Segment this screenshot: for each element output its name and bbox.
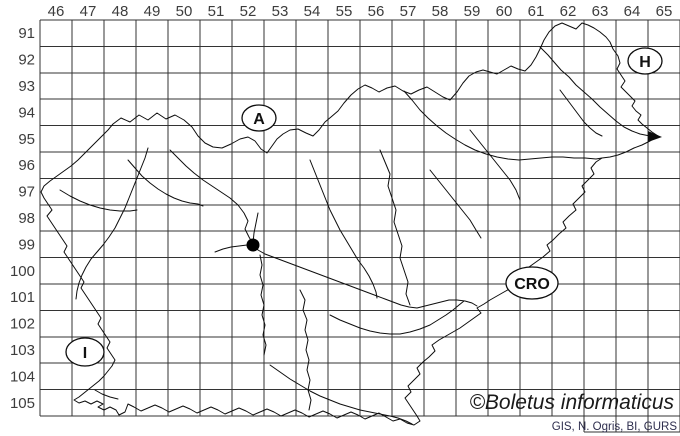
grid-row-label: 97 xyxy=(18,184,35,201)
grid-column-label: 60 xyxy=(496,3,513,20)
rivers xyxy=(59,46,651,425)
river-kolpa xyxy=(269,364,413,425)
grid-column-label: 62 xyxy=(560,3,577,20)
grid-row-label: 101 xyxy=(10,289,35,306)
grid-column-label: 53 xyxy=(272,3,289,20)
grid-column-label: 56 xyxy=(368,3,385,20)
grid-column-label: 57 xyxy=(400,3,417,20)
river-krka xyxy=(329,300,465,335)
grid-row-label: 95 xyxy=(18,131,35,148)
grid-column-label: 48 xyxy=(112,3,129,20)
river-tributary xyxy=(429,169,482,239)
river-tributary xyxy=(59,189,138,212)
grid-row-label: 98 xyxy=(18,210,35,227)
river-mura xyxy=(539,46,651,137)
river-tributary xyxy=(559,89,603,137)
river-drava xyxy=(403,90,603,161)
grid-row-label: 91 xyxy=(18,25,35,42)
grid-row-label: 92 xyxy=(18,52,35,69)
region-label-austria: A xyxy=(253,111,265,128)
grid-column-label: 63 xyxy=(592,3,609,20)
river-tributary xyxy=(127,159,204,207)
grid-row-label: 99 xyxy=(18,236,35,253)
river-savinja xyxy=(309,159,378,299)
region-ellipse-austria xyxy=(241,104,277,132)
attribution-text: GIS, N. Ogris, BI, GURS xyxy=(552,421,678,433)
grid-column-label: 46 xyxy=(48,3,65,20)
region-label-hungary: H xyxy=(639,54,651,71)
country-border xyxy=(40,22,659,426)
river-tributary xyxy=(214,244,248,253)
grid-row-label: 94 xyxy=(18,104,35,121)
region-ellipse-croatia xyxy=(505,266,559,300)
river-sava xyxy=(169,149,478,309)
grid-column-label: 52 xyxy=(240,3,257,20)
grid-row-labels: 91 92 93 94 95 96 97 98 99 100 101 102 103 104 105 xyxy=(10,25,35,412)
grid-row-label: 96 xyxy=(18,157,35,174)
river-tributary xyxy=(252,212,259,244)
grid-column-label: 49 xyxy=(144,3,161,20)
region-ellipse-italy xyxy=(65,337,105,367)
grid-column-label: 55 xyxy=(336,3,353,20)
slovenia-outline xyxy=(40,22,662,426)
neighbour-country-labels: A H CRO I xyxy=(65,47,663,367)
grid-row-label: 104 xyxy=(10,368,35,385)
grid-column-label: 61 xyxy=(528,3,545,20)
river-tributary xyxy=(259,254,267,356)
grid-row-label: 100 xyxy=(10,263,35,280)
river-tributary xyxy=(379,149,411,306)
river-tributary xyxy=(299,289,312,411)
grid-column-label: 65 xyxy=(656,3,673,20)
grid-lines xyxy=(39,19,680,433)
region-label-italy: I xyxy=(83,345,87,362)
grid-column-label: 58 xyxy=(432,3,449,20)
copyright-text: ©Boletus informaticus xyxy=(469,391,674,414)
grid-column-label: 59 xyxy=(464,3,481,20)
border-east-tip xyxy=(648,131,662,142)
river-soca xyxy=(75,147,149,300)
grid-column-labels: 46 47 48 49 50 51 52 53 54 55 56 57 58 59 60 61 62 63 64 65 xyxy=(48,3,673,20)
region-ellipse-hungary xyxy=(627,47,663,75)
grid-row-label: 103 xyxy=(10,342,35,359)
grid-row-label: 105 xyxy=(10,395,35,412)
grid-row-label: 102 xyxy=(10,316,35,333)
grid-column-label: 51 xyxy=(208,3,225,20)
grid-column-label: 50 xyxy=(176,3,193,20)
grid-column-label: 54 xyxy=(304,3,321,20)
grid-row-label: 93 xyxy=(18,78,35,95)
grid-column-label: 64 xyxy=(624,3,641,20)
occurrence-marker xyxy=(246,238,260,252)
grid-column-label: 47 xyxy=(80,3,97,20)
river-tributary xyxy=(94,389,119,400)
river-tributary xyxy=(469,129,521,201)
region-label-croatia: CRO xyxy=(514,276,550,293)
